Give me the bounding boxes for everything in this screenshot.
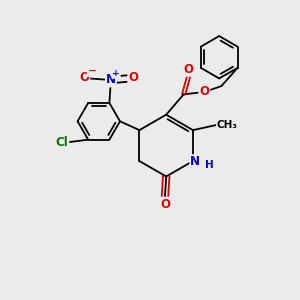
Text: O: O xyxy=(160,198,170,211)
Text: CH₃: CH₃ xyxy=(217,120,238,130)
Text: N: N xyxy=(190,155,200,168)
Text: O: O xyxy=(128,71,138,84)
Text: −: − xyxy=(88,66,96,76)
Text: O: O xyxy=(199,85,209,98)
Text: O: O xyxy=(184,63,194,76)
Text: O: O xyxy=(80,71,89,84)
Text: +: + xyxy=(112,69,120,78)
Text: H: H xyxy=(205,160,214,170)
Text: N: N xyxy=(106,74,116,86)
Text: Cl: Cl xyxy=(55,136,68,148)
